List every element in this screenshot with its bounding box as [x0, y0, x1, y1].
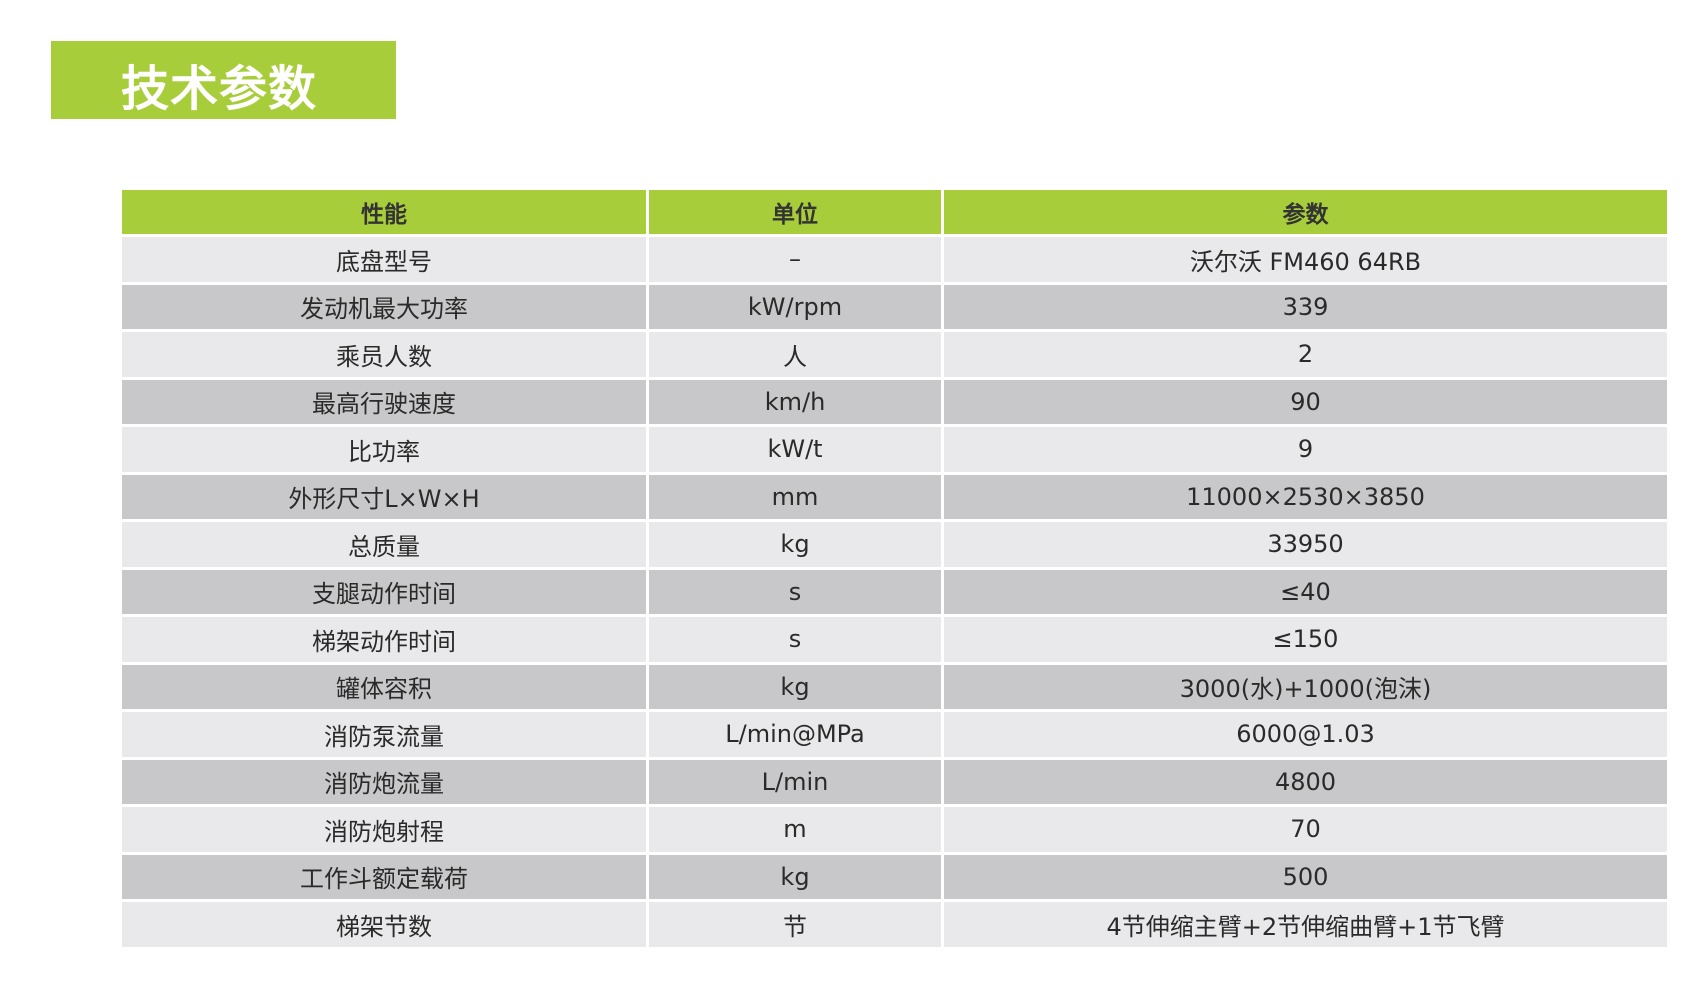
value-cell: 4800	[944, 759, 1667, 804]
value-cell: ≤150	[944, 617, 1667, 662]
value-cell: 9	[944, 427, 1667, 472]
title-banner: 技术参数	[51, 41, 396, 119]
value-cell: 4节伸缩主臂+2节伸缩曲臂+1节飞臂	[944, 902, 1667, 947]
header-unit: 单位	[649, 190, 941, 234]
table-header-row: 性能 单位 参数	[122, 190, 1667, 234]
value-cell: 沃尔沃 FM460 64RB	[944, 237, 1667, 282]
value-cell: 339	[944, 284, 1667, 329]
unit-cell: mm	[649, 474, 941, 519]
performance-cell: 消防炮流量	[122, 759, 646, 804]
unit-cell: L/min@MPa	[649, 712, 941, 757]
performance-cell: 支腿动作时间	[122, 569, 646, 614]
table-row: 外形尺寸L×W×H mm 11000×2530×3850	[122, 474, 1667, 519]
unit-cell: kW/rpm	[649, 284, 941, 329]
unit-cell: km/h	[649, 379, 941, 424]
performance-cell: 比功率	[122, 427, 646, 472]
table-row: 消防炮流量 L/min 4800	[122, 759, 1667, 804]
table-row: 支腿动作时间 s ≤40	[122, 569, 1667, 614]
unit-cell: s	[649, 569, 941, 614]
performance-cell: 外形尺寸L×W×H	[122, 474, 646, 519]
performance-cell: 总质量	[122, 522, 646, 567]
unit-cell: s	[649, 617, 941, 662]
value-cell: 3000(水)+1000(泡沫)	[944, 664, 1667, 709]
performance-cell: 工作斗额定载荷	[122, 854, 646, 899]
value-cell: ≤40	[944, 569, 1667, 614]
unit-cell: kg	[649, 522, 941, 567]
value-cell: 33950	[944, 522, 1667, 567]
performance-cell: 梯架动作时间	[122, 617, 646, 662]
performance-cell: 最高行驶速度	[122, 379, 646, 424]
unit-cell: kg	[649, 854, 941, 899]
table-row: 消防炮射程 m 70	[122, 807, 1667, 852]
table-row: 梯架节数节 4节伸缩主臂+2节伸缩曲臂+1节飞臂	[122, 902, 1667, 947]
table-row: 发动机最大功率 kW/rpm 339	[122, 284, 1667, 329]
performance-cell: 底盘型号	[122, 237, 646, 282]
value-cell: 70	[944, 807, 1667, 852]
performance-cell: 罐体容积	[122, 664, 646, 709]
table-row: 最高行驶速度 km/h 90	[122, 379, 1667, 424]
table-row: 比功率 kW/t 9	[122, 427, 1667, 472]
header-performance: 性能	[122, 190, 646, 234]
performance-cell: 发动机最大功率	[122, 284, 646, 329]
value-cell: 90	[944, 379, 1667, 424]
value-cell: 2	[944, 332, 1667, 377]
unit-cell: kg	[649, 664, 941, 709]
table-row: 乘员人数人 2	[122, 332, 1667, 377]
table-row: 罐体容积 kg 3000(水)+1000(泡沫)	[122, 664, 1667, 709]
performance-cell: 乘员人数	[122, 332, 646, 377]
value-cell: 6000@1.03	[944, 712, 1667, 757]
unit-cell: kW/t	[649, 427, 941, 472]
table-row: 梯架动作时间 s ≤150	[122, 617, 1667, 662]
performance-cell: 梯架节数	[122, 902, 646, 947]
value-cell: 11000×2530×3850	[944, 474, 1667, 519]
page-title: 技术参数	[121, 61, 318, 117]
table-row: 工作斗额定载荷 kg 500	[122, 854, 1667, 899]
table-row: 总质量 kg 33950	[122, 522, 1667, 567]
value-cell: 500	[944, 854, 1667, 899]
unit-cell: L/min	[649, 759, 941, 804]
performance-cell: 消防炮射程	[122, 807, 646, 852]
table-row: 消防泵流量 L/min@MPa 6000@1.03	[122, 712, 1667, 757]
spec-table: 性能 单位 参数 底盘型号 – 沃尔沃 FM460 64RB 发动机最大功率 kW/rp…	[119, 187, 1670, 950]
unit-cell: m	[649, 807, 941, 852]
unit-cell: 人	[649, 332, 941, 377]
header-value: 参数	[944, 190, 1667, 234]
performance-cell: 消防泵流量	[122, 712, 646, 757]
unit-cell: –	[649, 237, 941, 282]
table-row: 底盘型号 – 沃尔沃 FM460 64RB	[122, 237, 1667, 282]
unit-cell: 节	[649, 902, 941, 947]
